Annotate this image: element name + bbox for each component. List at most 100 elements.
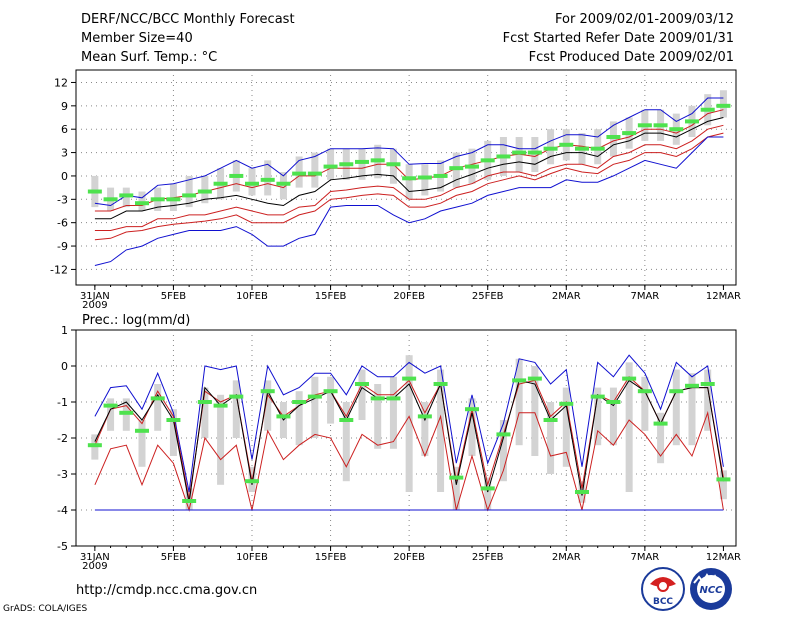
ensemble-mean-marker (402, 176, 417, 181)
ensemble-mean-marker (543, 418, 558, 422)
ensemble-mean-marker (213, 403, 228, 408)
forecast-start-date: Fcst Started Refer Date 2009/01/31 (502, 31, 734, 46)
x-tick-label: 10FEB (236, 291, 268, 302)
ensemble-spread-box (201, 387, 209, 438)
ensemble-spread-box (311, 376, 319, 438)
ensemble-spread-box (625, 362, 633, 492)
series-line-lower-bound (94, 136, 724, 266)
ensemble-mean-marker (417, 414, 432, 419)
ensemble-mean-marker (417, 175, 432, 180)
ensemble-mean-marker (622, 376, 637, 381)
ensemble-mean-marker (716, 477, 731, 482)
ensemble-mean-marker (323, 164, 338, 169)
ensemble-spread-box (704, 369, 712, 431)
ensemble-mean-marker (559, 401, 574, 406)
y-tick-label: 3 (61, 147, 68, 160)
ensemble-mean-marker (119, 410, 134, 415)
ensemble-mean-marker (622, 131, 637, 136)
ensemble-mean-marker (197, 189, 212, 194)
ensemble-mean-marker (449, 166, 464, 171)
ensemble-spread-box (311, 152, 319, 188)
ensemble-spread-box (154, 384, 162, 431)
ensemble-spread-box (405, 355, 413, 492)
ensemble-spread-box (405, 164, 413, 200)
ensemble-spread-box (499, 420, 507, 482)
ensemble-mean-marker (465, 164, 479, 169)
y-tick-label: 12 (54, 76, 68, 89)
x-tick-label: 10FEB (236, 552, 268, 563)
ensemble-mean-marker (150, 197, 165, 202)
ensemble-mean-marker (575, 490, 589, 494)
x-tick-label: 5FEB (161, 291, 186, 302)
forecast-period: For 2009/02/01-2009/03/12 (555, 12, 734, 27)
ensemble-mean-marker (386, 162, 401, 167)
x-tick-label: 20FEB (393, 552, 425, 563)
series-line-median (94, 379, 724, 503)
variable-label: Mean Surf. Temp.: °C (81, 50, 218, 65)
ensemble-spread-box (358, 148, 366, 180)
ensemble-spread-box (672, 369, 680, 446)
x-tick-label: 15FEB (315, 552, 347, 563)
ensemble-mean-marker (386, 396, 401, 401)
ensemble-mean-marker (669, 389, 684, 394)
ensemble-spread-box (531, 366, 539, 456)
ensemble-spread-box (232, 380, 240, 438)
ensemble-mean-marker (370, 396, 385, 401)
y-tick-label: -12 (50, 263, 68, 276)
ensemble-mean-marker (653, 421, 668, 426)
ensemble-mean-marker (260, 389, 275, 394)
ensemble-mean-marker (653, 123, 668, 128)
ensemble-mean-marker (166, 418, 181, 422)
ensemble-spread-box (484, 477, 492, 510)
source-url[interactable]: http://cmdp.ncc.cma.gov.cn (76, 583, 258, 598)
ensemble-mean-marker (669, 127, 684, 132)
ensemble-mean-marker (512, 378, 527, 383)
ensemble-mean-marker (245, 181, 259, 186)
y-tick-label: 0 (61, 170, 68, 183)
ensemble-mean-marker (402, 376, 417, 381)
member-size-label: Member Size=40 (81, 31, 193, 46)
ensemble-spread-box (452, 466, 460, 510)
x-tick-label: 2MAR (552, 291, 581, 302)
ensemble-mean-marker (590, 146, 605, 151)
panel-2 (71, 329, 737, 551)
x-tick-label: 15FEB (315, 291, 347, 302)
ensemble-spread-box (217, 394, 225, 485)
ensemble-mean-marker (527, 150, 542, 155)
panel-subtitle: Prec.: log(mm/d) (82, 313, 190, 328)
ensemble-spread-box (657, 412, 665, 464)
ensemble-mean-marker (245, 479, 259, 484)
ensemble-spread-box (688, 373, 696, 446)
series-line-lower-inner-2 (94, 132, 724, 241)
ensemble-spread-box (185, 175, 193, 208)
ensemble-mean-marker (465, 407, 479, 412)
x-tick-label: 12MAR (706, 291, 741, 302)
ensemble-mean-marker (197, 400, 212, 404)
ensemble-spread-box (327, 376, 335, 424)
grads-credit: GrADS: COLA/IGES (3, 604, 88, 614)
ensemble-mean-marker (150, 396, 165, 401)
ensemble-spread-box (389, 376, 397, 449)
ensemble-mean-marker (339, 418, 354, 422)
ensemble-mean-marker (87, 189, 102, 194)
ensemble-spread-box (609, 387, 617, 446)
ensemble-spread-box (641, 376, 649, 431)
series-line-lower-inner (94, 124, 724, 231)
ensemble-mean-marker (685, 119, 699, 124)
ensemble-mean-marker (637, 123, 652, 128)
ensemble-mean-marker (433, 382, 448, 386)
ensemble-mean-marker (276, 414, 291, 419)
ensemble-spread-box (421, 402, 429, 456)
y-tick-label: -3 (57, 468, 68, 481)
x-tick-label: 5FEB (161, 552, 186, 563)
y-tick-label: 1 (61, 324, 68, 337)
ensemble-mean-marker (213, 181, 228, 186)
ensemble-mean-marker (260, 177, 275, 182)
y-tick-label: -5 (57, 540, 68, 553)
ensemble-spread-box (374, 384, 382, 449)
ensemble-spread-box (515, 358, 523, 446)
ensemble-mean-marker (355, 159, 369, 164)
ensemble-mean-marker (700, 382, 715, 386)
ensemble-mean-marker (229, 394, 244, 399)
ensemble-mean-marker (323, 389, 338, 394)
